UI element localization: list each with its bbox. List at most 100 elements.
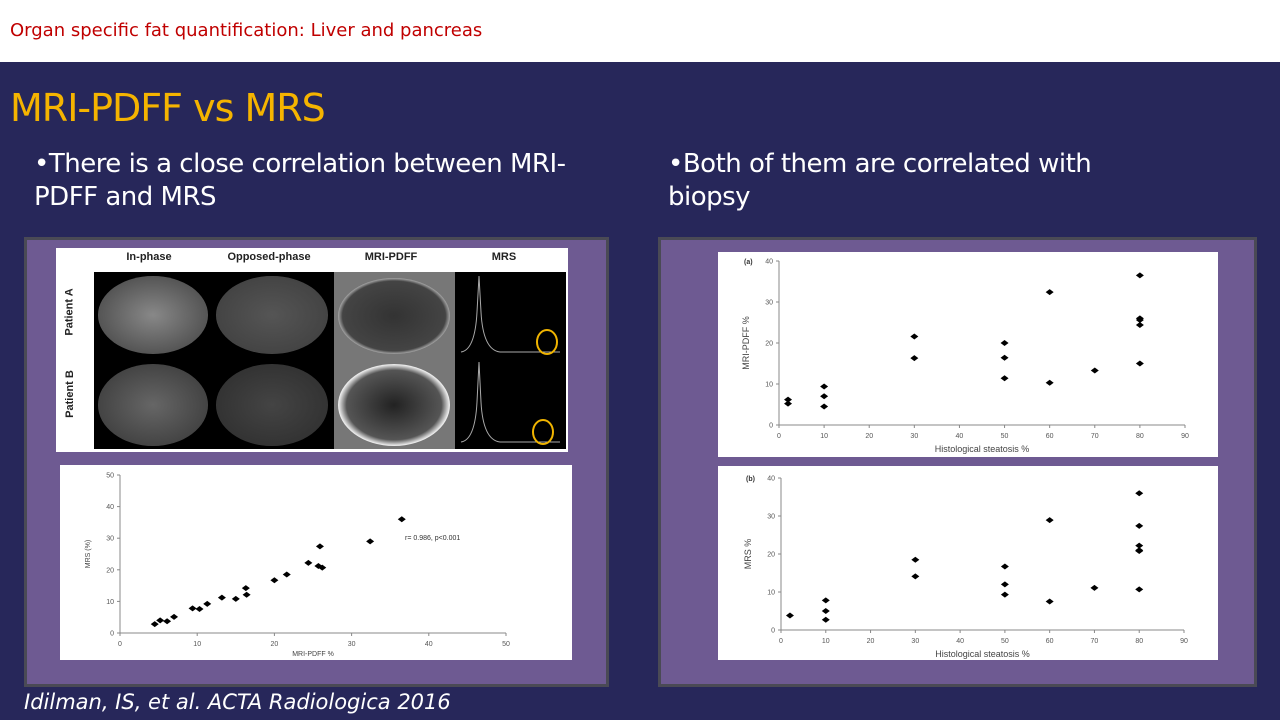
x-tick-label: 70 (1091, 638, 1099, 645)
data-point (397, 516, 406, 523)
data-point (195, 605, 204, 612)
x-tick-label: 60 (1046, 433, 1054, 440)
data-point (304, 559, 313, 566)
data-point (820, 383, 829, 390)
citation: Idilman, IS, et al. ACTA Radiologica 201… (24, 690, 451, 714)
x-tick-label: 50 (502, 641, 510, 648)
bullet-right: •Both of them are correlated with biopsy (668, 149, 1092, 212)
x-tick-label: 10 (822, 638, 830, 645)
col-header: MRS (491, 251, 517, 263)
x-tick-label: 60 (1046, 638, 1054, 645)
y-axis-label: MRS % (743, 539, 753, 570)
section-subtitle: Organ specific fat quantification: Liver… (10, 20, 483, 41)
data-point (821, 616, 830, 623)
y-tick-label: 20 (765, 341, 773, 348)
panel-label: (a) (744, 259, 753, 266)
row-label: Patient B (63, 370, 76, 418)
col-header: Opposed-phase (227, 251, 311, 263)
x-tick-label: 20 (867, 638, 875, 645)
col-header: MRI-PDFF (364, 251, 418, 263)
in-opposed-phase-images (94, 272, 334, 449)
y-tick-label: 0 (771, 628, 775, 635)
x-tick-label: 90 (1181, 433, 1189, 440)
data-point (910, 355, 919, 362)
y-tick-label: 20 (767, 552, 775, 559)
chart-a-pdff-vs-histology: 0 10 20 30 40 50 60 70 80 90 0 10 20 30 40 Histological… (718, 252, 1218, 457)
data-point (1045, 517, 1054, 524)
y-tick-label: 50 (106, 473, 114, 480)
data-point (1000, 375, 1009, 382)
header-bar: Organ specific fat quantification: Liver… (0, 0, 1280, 62)
x-tick-label: 10 (820, 433, 828, 440)
fat-peak-highlight (536, 329, 558, 355)
x-axis-label: Histological steatosis % (935, 649, 1030, 659)
data-point (1135, 490, 1144, 497)
y-tick-label: 40 (106, 504, 114, 511)
data-point (1135, 522, 1144, 529)
fat-peak-highlight (532, 419, 554, 445)
data-point (150, 621, 159, 628)
data-point (820, 403, 829, 410)
x-tick-label: 30 (348, 641, 356, 648)
x-tick-label: 40 (956, 638, 964, 645)
data-point (270, 577, 279, 584)
chart-mri-pdff-vs-mrs: 0 10 20 30 40 50 0 10 20 30 40 50 MRI-PDFF % MRS (%) r… (60, 465, 572, 660)
x-tick-label: 80 (1135, 638, 1143, 645)
data-point (366, 538, 375, 545)
data-point (241, 585, 250, 592)
x-tick-label: 0 (779, 638, 783, 645)
x-tick-label: 40 (425, 641, 433, 648)
data-point (163, 618, 172, 625)
correlation-annotation: r= 0.986, p<0.001 (405, 535, 460, 542)
data-point (1000, 354, 1009, 361)
data-point (1000, 340, 1009, 346)
data-point (821, 597, 830, 604)
data-point (1135, 317, 1144, 324)
y-tick-label: 40 (765, 259, 773, 266)
col-header: In-phase (126, 251, 172, 263)
x-tick-label: 10 (193, 641, 201, 648)
x-tick-label: 70 (1091, 433, 1099, 440)
data-point (231, 595, 240, 602)
data-point (318, 564, 327, 571)
data-point (1135, 360, 1144, 367)
data-point (1090, 367, 1099, 374)
data-point (1135, 272, 1144, 279)
data-point (1000, 563, 1009, 570)
data-point (1045, 598, 1054, 605)
y-tick-label: 10 (106, 599, 114, 606)
y-tick-label: 10 (767, 590, 775, 597)
data-point (785, 612, 794, 619)
data-point (784, 400, 793, 407)
data-point (820, 393, 829, 400)
mri-figure: In-phase Opposed-phase MRI-PDFF MRS Pati… (56, 248, 568, 452)
data-point (911, 556, 920, 563)
data-point (1135, 547, 1144, 554)
x-tick-label: 50 (1001, 433, 1009, 440)
x-tick-label: 80 (1136, 433, 1144, 440)
x-axis-label: MRI-PDFF % (292, 651, 334, 658)
x-tick-label: 50 (1001, 638, 1009, 645)
data-point (315, 543, 324, 550)
data-point (911, 573, 920, 580)
data-point (784, 396, 793, 403)
data-point (282, 571, 291, 578)
x-tick-label: 20 (271, 641, 279, 648)
slide-title: MRI-PDFF vs MRS (10, 86, 326, 130)
data-point (1000, 581, 1009, 588)
x-tick-label: 0 (777, 433, 781, 440)
y-tick-label: 0 (110, 631, 114, 638)
y-tick-label: 10 (765, 382, 773, 389)
mri-pdff-images (334, 272, 455, 449)
data-point (1045, 289, 1054, 296)
x-tick-label: 30 (911, 638, 919, 645)
y-tick-label: 30 (106, 536, 114, 543)
data-point (1135, 542, 1144, 549)
x-tick-label: 40 (956, 433, 964, 440)
y-tick-label: 40 (767, 476, 775, 483)
x-tick-label: 0 (118, 641, 122, 648)
data-point (910, 333, 919, 340)
panel-label: (b) (746, 476, 755, 483)
y-tick-label: 20 (106, 567, 114, 574)
data-point (217, 594, 226, 601)
